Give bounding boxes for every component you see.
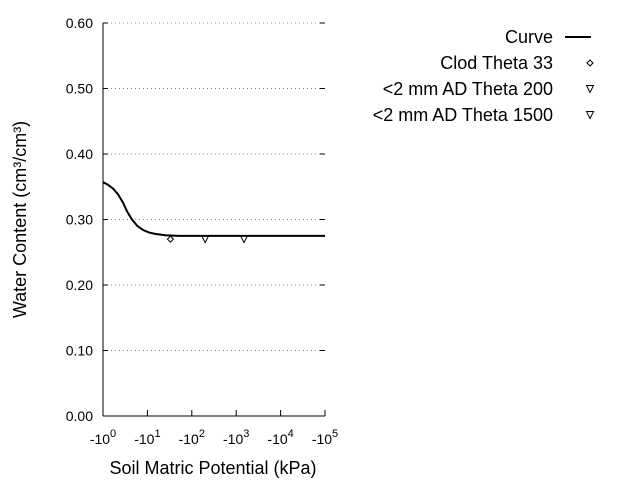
y-tick-label: 0.60 [66,15,93,31]
y-tick-label: 0.00 [66,408,93,424]
axes [102,22,326,417]
legend-marker-triangle-down [585,111,595,120]
y-tick-label: 0.20 [66,277,93,293]
legend-label: Clod Theta 33 [440,53,553,73]
x-tick-labels: -100 -101 -102 -103 -104 -105 [90,428,338,447]
data-point-triangle-down [200,235,210,244]
legend-label: <2 mm AD Theta 200 [383,79,553,99]
series-line-curve [102,181,325,237]
y-tick-labels: 0.00 0.10 0.20 0.30 0.40 0.50 0.60 [66,15,93,424]
legend-label: <2 mm AD Theta 1500 [373,105,553,125]
x-tick-label: -101 [134,428,160,447]
x-tick-label: -100 [90,428,116,447]
grid-lines [103,22,325,351]
data-point-triangle-down [239,235,249,244]
x-tick-label: -105 [312,428,338,447]
legend-marker-diamond [586,59,594,67]
y-tick-label: 0.10 [66,343,93,359]
x-axis-label: Soil Matric Potential (kPa) [109,458,316,478]
x-tick-label: -102 [179,428,205,447]
y-tick-label: 0.30 [66,212,93,228]
y-tick-label: 0.50 [66,81,93,97]
x-tick-label: -103 [223,428,249,447]
plot-series [102,181,325,244]
legend: Curve Clod Theta 33 <2 mm AD Theta 200 <2 m… [373,27,595,125]
data-point-diamond [166,235,175,243]
y-tick-label: 0.40 [66,146,93,162]
y-axis-label: Water Content (cm³/cm³) [10,121,30,318]
legend-marker-triangle-down [585,85,595,94]
x-tick-label: -104 [267,428,293,447]
legend-label: Curve [505,27,553,47]
